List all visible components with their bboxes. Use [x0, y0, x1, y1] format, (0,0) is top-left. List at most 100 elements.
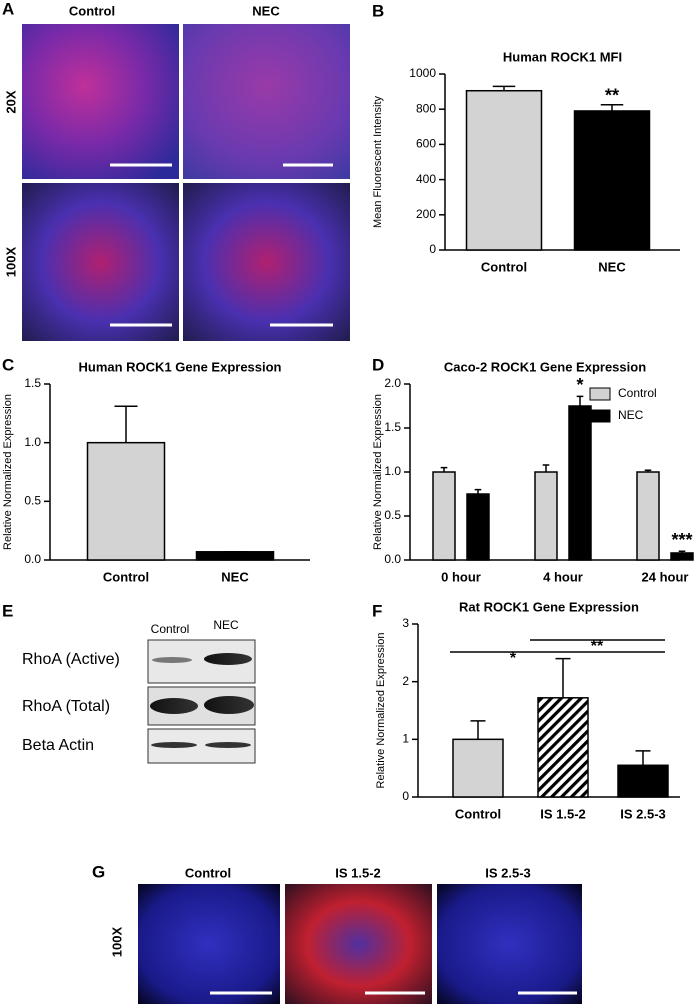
micrograph — [183, 24, 350, 179]
bar — [537, 697, 589, 798]
x-tick-label: 0 hour — [441, 569, 481, 584]
micrograph — [437, 884, 582, 1004]
error-bar — [542, 464, 550, 472]
x-tick-label: 24 hour — [642, 569, 689, 584]
x-tick-label: NEC — [221, 569, 249, 584]
column-label: NEC — [213, 618, 239, 632]
significance: *** — [671, 530, 692, 550]
error-bar — [470, 720, 486, 740]
y-axis-label: Mean Fluorescent Intensity — [372, 95, 384, 228]
error-bar — [492, 85, 516, 91]
legend-swatch — [589, 409, 611, 423]
row-label: 20X — [3, 90, 18, 113]
x-tick-label: IS 2.5-3 — [620, 806, 666, 821]
column-label: Control — [185, 865, 231, 880]
micrograph — [22, 24, 179, 179]
bar — [195, 551, 275, 561]
row-label: 100X — [109, 926, 124, 957]
column-label: Control — [151, 622, 190, 636]
row-label: RhoA (Active) — [22, 651, 120, 668]
error-bar — [635, 750, 651, 766]
x-tick-label: NEC — [598, 259, 626, 274]
y-axis-label: Relative Normalized Expression — [2, 394, 14, 550]
significance: * — [576, 375, 583, 395]
bar — [465, 89, 543, 251]
panel-letter: C — [2, 355, 14, 374]
band — [205, 742, 251, 748]
row-label: Beta Actin — [22, 737, 94, 754]
y-tick-label: 0.0 — [24, 552, 41, 566]
y-axis-label: Relative Normalized Expression — [375, 633, 387, 789]
band — [204, 696, 254, 714]
y-tick-label: 0 — [429, 242, 436, 256]
x-tick-label: Control — [103, 569, 149, 584]
bar — [534, 471, 558, 561]
chart-title: Human ROCK1 MFI — [503, 49, 622, 64]
legend-label: NEC — [618, 408, 644, 422]
panel-letter: F — [372, 601, 382, 620]
x-tick-label: Control — [481, 259, 527, 274]
x-tick-label: Control — [455, 806, 501, 821]
panel-letter: B — [372, 1, 384, 20]
y-tick-label: 1 — [402, 732, 409, 746]
bar — [466, 493, 490, 561]
error-bar — [474, 488, 482, 494]
column-label: IS 2.5-3 — [485, 865, 531, 880]
y-tick-label: 2.0 — [384, 376, 401, 390]
y-tick-label: 0.5 — [24, 494, 41, 508]
micrograph — [285, 884, 432, 1004]
error-bar — [644, 469, 652, 472]
band — [152, 657, 192, 663]
y-tick-label: 1.0 — [24, 435, 41, 449]
y-tick-label: 1.5 — [384, 420, 401, 434]
column-label: IS 1.5-2 — [335, 865, 381, 880]
significance: ** — [605, 86, 619, 106]
bar — [617, 764, 669, 798]
bar — [452, 738, 504, 798]
bar — [670, 552, 694, 561]
band — [151, 742, 197, 748]
error-bar — [555, 657, 571, 698]
y-tick-label: 0.5 — [384, 508, 401, 522]
error-bar — [600, 104, 624, 111]
bar — [573, 110, 651, 251]
band — [150, 698, 198, 714]
error-bar — [576, 395, 584, 406]
bar — [568, 405, 592, 561]
chart-title: Rat ROCK1 Gene Expression — [459, 599, 639, 614]
column-label: Control — [69, 3, 115, 18]
panel-letter: E — [2, 601, 13, 620]
error-bar — [114, 405, 138, 443]
chart-title: Human ROCK1 Gene Expression — [79, 359, 282, 374]
column-label: NEC — [252, 3, 280, 18]
panel-letter: G — [92, 862, 105, 881]
y-tick-label: 0.0 — [384, 552, 401, 566]
significance: ** — [591, 638, 604, 655]
micrograph — [22, 183, 179, 341]
panel-letter: D — [372, 355, 384, 374]
y-tick-label: 0 — [402, 789, 409, 803]
bar — [636, 471, 660, 561]
panel-letter: A — [2, 0, 14, 18]
y-axis-label: Relative Normalized Expression — [372, 394, 384, 550]
legend-label: Control — [618, 386, 657, 400]
bar — [432, 471, 456, 561]
bar — [86, 441, 166, 561]
band — [204, 653, 252, 665]
y-tick-label: 600 — [416, 137, 436, 151]
row-label: 100X — [3, 246, 18, 277]
y-tick-label: 800 — [416, 101, 436, 115]
micrograph — [183, 183, 350, 341]
significance: * — [510, 650, 517, 667]
y-tick-label: 2 — [402, 674, 409, 688]
legend-swatch — [589, 387, 611, 401]
chart-title: Caco-2 ROCK1 Gene Expression — [444, 359, 646, 374]
row-label: RhoA (Total) — [22, 698, 110, 715]
y-tick-label: 1000 — [409, 66, 436, 80]
y-tick-label: 3 — [402, 616, 409, 630]
error-bar — [678, 550, 686, 553]
x-tick-label: 4 hour — [543, 569, 583, 584]
micrograph — [138, 884, 280, 1004]
error-bar — [440, 466, 448, 472]
